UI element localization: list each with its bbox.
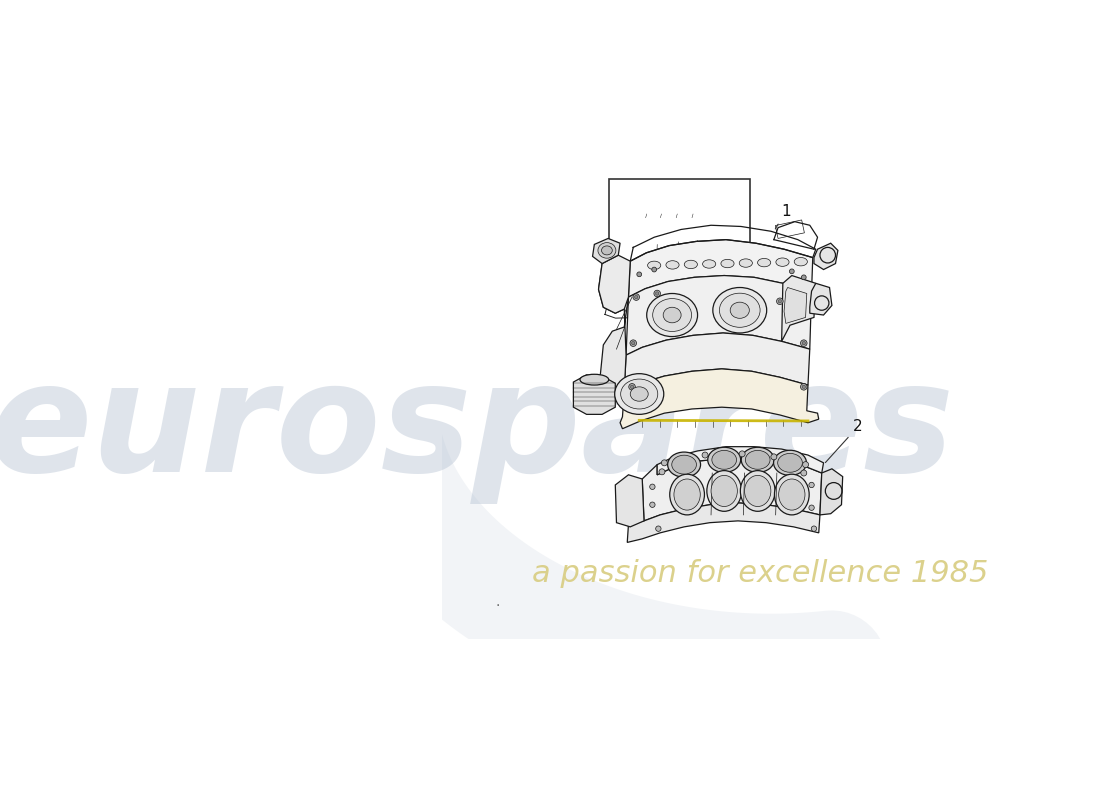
- Ellipse shape: [776, 258, 789, 266]
- Circle shape: [650, 502, 656, 507]
- Ellipse shape: [703, 260, 716, 268]
- Ellipse shape: [580, 374, 608, 385]
- Circle shape: [802, 342, 805, 345]
- Ellipse shape: [672, 455, 696, 474]
- Text: .: .: [496, 595, 500, 610]
- Ellipse shape: [794, 258, 807, 266]
- Circle shape: [771, 454, 777, 460]
- Circle shape: [803, 462, 808, 468]
- Circle shape: [777, 298, 783, 305]
- Ellipse shape: [674, 479, 701, 510]
- Ellipse shape: [774, 474, 810, 515]
- Circle shape: [635, 295, 638, 298]
- Polygon shape: [625, 333, 810, 391]
- Ellipse shape: [740, 470, 776, 511]
- Ellipse shape: [712, 450, 737, 470]
- Polygon shape: [814, 243, 838, 270]
- Ellipse shape: [707, 447, 740, 473]
- Polygon shape: [782, 275, 816, 342]
- Circle shape: [808, 482, 814, 488]
- Ellipse shape: [630, 387, 648, 401]
- Ellipse shape: [648, 261, 661, 270]
- Polygon shape: [620, 369, 818, 429]
- Ellipse shape: [670, 474, 704, 515]
- Ellipse shape: [691, 264, 710, 280]
- Circle shape: [637, 272, 641, 277]
- Polygon shape: [598, 255, 630, 314]
- Circle shape: [739, 451, 745, 457]
- Ellipse shape: [634, 267, 645, 277]
- Ellipse shape: [758, 258, 771, 266]
- Circle shape: [652, 267, 657, 272]
- Circle shape: [630, 340, 637, 346]
- Circle shape: [808, 505, 814, 510]
- Circle shape: [802, 275, 806, 280]
- Circle shape: [801, 340, 807, 346]
- Polygon shape: [810, 283, 832, 315]
- Ellipse shape: [598, 242, 616, 258]
- Ellipse shape: [630, 264, 649, 280]
- Polygon shape: [628, 240, 813, 297]
- Polygon shape: [615, 475, 644, 527]
- Circle shape: [656, 292, 659, 295]
- Circle shape: [630, 385, 634, 389]
- Polygon shape: [820, 469, 843, 515]
- Ellipse shape: [773, 450, 806, 475]
- Circle shape: [801, 383, 807, 390]
- Ellipse shape: [719, 293, 760, 327]
- Ellipse shape: [713, 287, 767, 333]
- Ellipse shape: [684, 260, 697, 269]
- Polygon shape: [626, 275, 812, 355]
- Ellipse shape: [745, 475, 771, 506]
- Circle shape: [661, 460, 668, 466]
- Ellipse shape: [666, 261, 679, 269]
- Polygon shape: [573, 375, 615, 414]
- Ellipse shape: [778, 454, 802, 472]
- Circle shape: [629, 383, 636, 390]
- Circle shape: [802, 385, 805, 389]
- Ellipse shape: [707, 470, 741, 511]
- Ellipse shape: [694, 267, 706, 277]
- Text: a passion for excellence 1985: a passion for excellence 1985: [531, 559, 988, 588]
- Text: 2: 2: [825, 419, 862, 462]
- Ellipse shape: [602, 246, 613, 255]
- Ellipse shape: [779, 479, 805, 510]
- Ellipse shape: [620, 379, 658, 409]
- Polygon shape: [598, 255, 628, 397]
- Circle shape: [656, 526, 661, 531]
- Circle shape: [790, 269, 794, 274]
- Polygon shape: [657, 446, 824, 475]
- Circle shape: [653, 290, 660, 297]
- Ellipse shape: [741, 447, 774, 473]
- Ellipse shape: [746, 450, 770, 470]
- Circle shape: [812, 526, 816, 531]
- Circle shape: [631, 342, 635, 345]
- Polygon shape: [627, 503, 820, 542]
- Ellipse shape: [615, 374, 663, 414]
- Circle shape: [659, 469, 666, 475]
- Bar: [776, 220, 804, 238]
- Ellipse shape: [668, 452, 701, 477]
- Ellipse shape: [652, 298, 692, 331]
- Ellipse shape: [663, 307, 681, 323]
- Polygon shape: [642, 458, 822, 521]
- Circle shape: [778, 299, 781, 303]
- Text: 1: 1: [776, 204, 791, 229]
- Polygon shape: [593, 238, 620, 263]
- Circle shape: [801, 470, 806, 476]
- Ellipse shape: [647, 294, 697, 337]
- Circle shape: [632, 294, 639, 300]
- Text: eurospares: eurospares: [0, 355, 955, 505]
- Ellipse shape: [711, 475, 737, 506]
- Ellipse shape: [739, 259, 752, 267]
- Bar: [609, 178, 750, 290]
- Ellipse shape: [730, 302, 749, 318]
- Polygon shape: [784, 287, 806, 323]
- Circle shape: [702, 452, 708, 458]
- Ellipse shape: [720, 259, 734, 268]
- Circle shape: [650, 484, 656, 490]
